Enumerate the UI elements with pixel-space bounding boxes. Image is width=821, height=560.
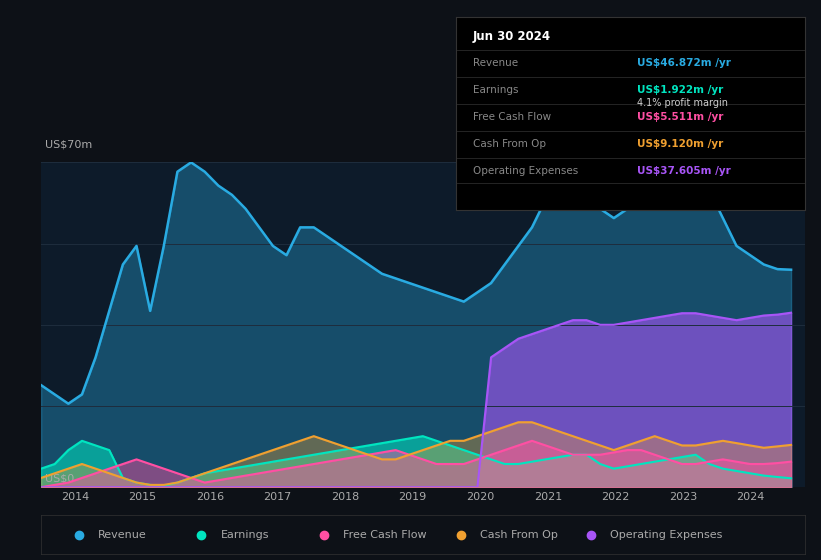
Text: US$5.511m /yr: US$5.511m /yr [637,112,723,122]
Text: Operating Expenses: Operating Expenses [473,166,578,176]
Text: Revenue: Revenue [473,58,518,68]
Text: 4.1% profit margin: 4.1% profit margin [637,98,728,108]
Text: US$9.120m /yr: US$9.120m /yr [637,139,723,150]
Text: Cash From Op: Cash From Op [473,139,546,150]
Text: US$0: US$0 [45,474,74,484]
Text: Free Cash Flow: Free Cash Flow [473,112,551,122]
Text: Free Cash Flow: Free Cash Flow [342,530,426,540]
Text: US$37.605m /yr: US$37.605m /yr [637,166,731,176]
Text: Earnings: Earnings [473,85,519,95]
Text: US$70m: US$70m [45,139,92,150]
Text: Operating Expenses: Operating Expenses [610,530,722,540]
Text: Revenue: Revenue [99,530,147,540]
Text: US$1.922m /yr: US$1.922m /yr [637,85,723,95]
Text: Earnings: Earnings [221,530,269,540]
Text: US$46.872m /yr: US$46.872m /yr [637,58,731,68]
Text: Jun 30 2024: Jun 30 2024 [473,30,551,43]
Text: Cash From Op: Cash From Op [480,530,558,540]
